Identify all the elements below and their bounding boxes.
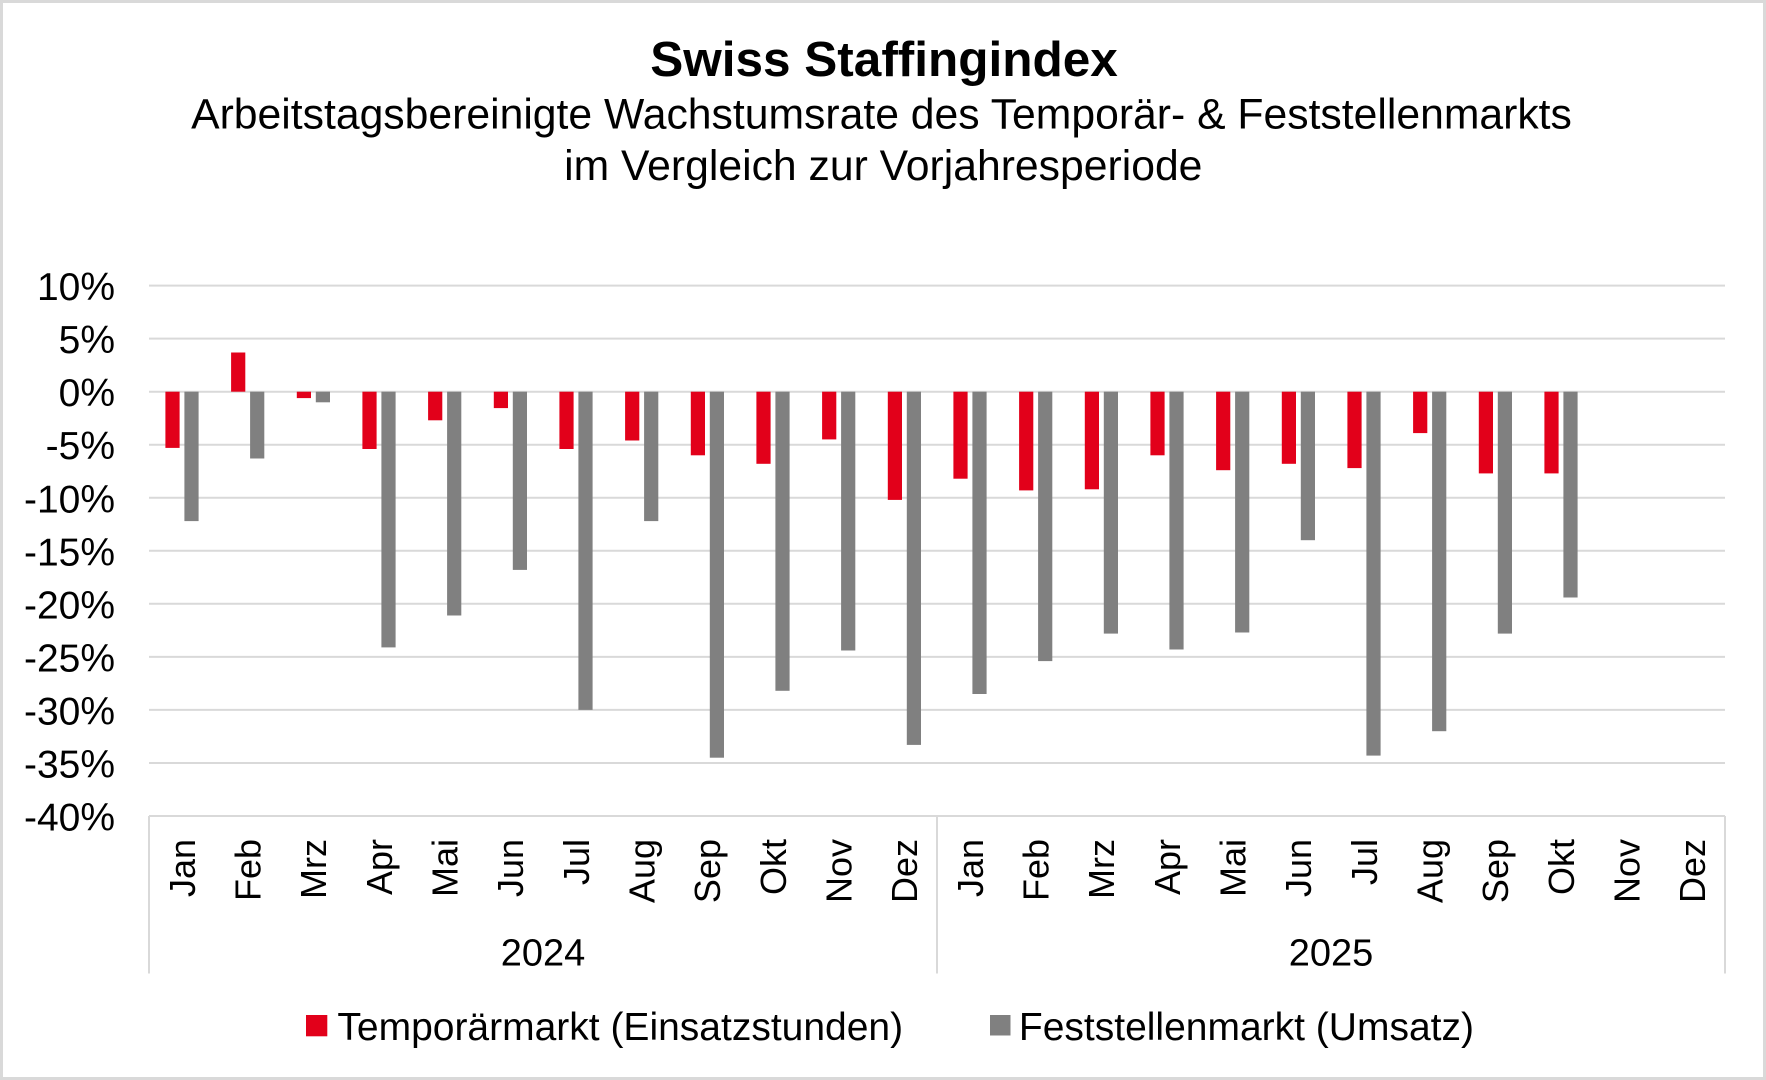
svg-text:Jan: Jan [950, 839, 991, 897]
svg-text:Feb: Feb [228, 839, 269, 901]
svg-text:Mai: Mai [1213, 839, 1254, 897]
svg-text:-20%: -20% [24, 584, 115, 627]
svg-text:Jul: Jul [556, 839, 597, 885]
svg-text:Nov: Nov [819, 839, 860, 903]
svg-text:10%: 10% [37, 266, 115, 309]
svg-text:Jun: Jun [1278, 839, 1319, 897]
svg-text:-25%: -25% [24, 637, 115, 680]
svg-text:Temporärmarkt (Einsatzstunden): Temporärmarkt (Einsatzstunden) [337, 1006, 903, 1049]
svg-text:Jan: Jan [162, 839, 203, 897]
svg-text:im Vergleich zur Vorjahresperi: im Vergleich zur Vorjahresperiode [564, 142, 1202, 190]
svg-text:2024: 2024 [501, 933, 586, 975]
svg-text:Nov: Nov [1607, 839, 1648, 903]
svg-text:Apr: Apr [1147, 839, 1188, 895]
svg-text:-40%: -40% [24, 797, 115, 840]
svg-text:5%: 5% [59, 319, 115, 362]
svg-text:Okt: Okt [1541, 839, 1582, 895]
svg-text:Okt: Okt [753, 839, 794, 895]
svg-text:Dez: Dez [884, 839, 925, 903]
svg-text:Dez: Dez [1672, 839, 1713, 903]
svg-text:Sep: Sep [1475, 839, 1516, 903]
svg-text:Apr: Apr [359, 839, 400, 895]
svg-text:Mai: Mai [425, 839, 466, 897]
svg-text:Feb: Feb [1016, 839, 1057, 901]
svg-text:-15%: -15% [24, 531, 115, 574]
svg-text:Arbeitstagsbereinigte Wachstum: Arbeitstagsbereinigte Wachstumsrate des … [191, 91, 1572, 139]
svg-text:Aug: Aug [622, 839, 663, 903]
svg-text:-30%: -30% [24, 690, 115, 733]
svg-text:Jun: Jun [490, 839, 531, 897]
svg-text:Mrz: Mrz [1081, 839, 1122, 899]
svg-text:Swiss Staffingindex: Swiss Staffingindex [650, 32, 1118, 87]
svg-text:Sep: Sep [687, 839, 728, 903]
svg-text:-10%: -10% [24, 478, 115, 521]
svg-text:2025: 2025 [1289, 933, 1374, 975]
svg-text:-35%: -35% [24, 744, 115, 787]
svg-text:0%: 0% [59, 372, 115, 415]
svg-text:-5%: -5% [46, 425, 115, 468]
svg-text:Jul: Jul [1344, 839, 1385, 885]
svg-text:Aug: Aug [1410, 839, 1451, 903]
svg-text:Feststellenmarkt (Umsatz): Feststellenmarkt (Umsatz) [1019, 1006, 1474, 1049]
svg-text:Mrz: Mrz [293, 839, 334, 899]
